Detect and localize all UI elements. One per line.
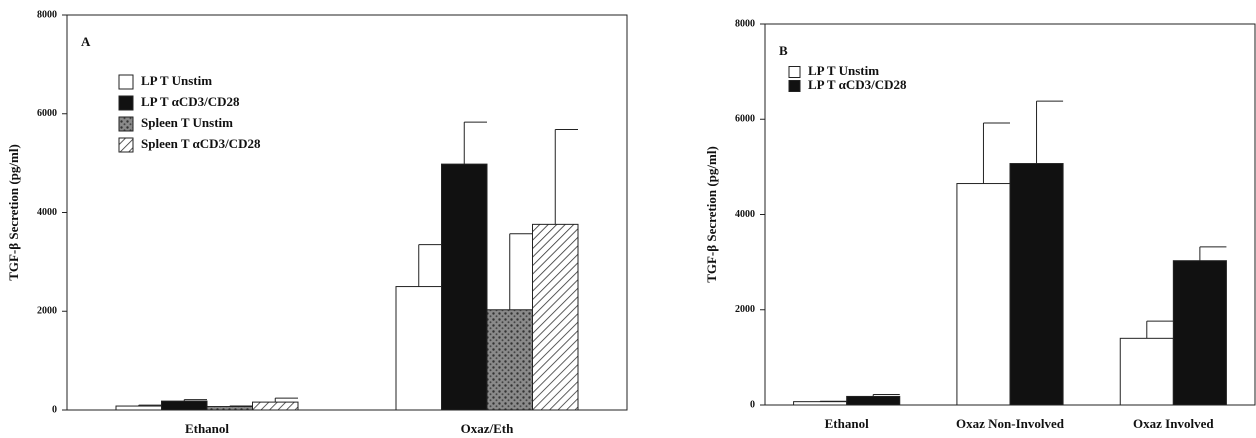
bar: [1009, 163, 1064, 406]
legend-swatch: [118, 95, 134, 111]
y-tick-label: 6000: [735, 114, 755, 125]
legend-swatch: [118, 137, 134, 153]
error-bar: [1036, 100, 1064, 164]
bar: [1172, 260, 1227, 406]
bar: [1119, 337, 1174, 406]
bar: [956, 183, 1011, 406]
x-tick-label: Oxaz Involved: [1133, 416, 1214, 431]
y-axis-label: TGF-β Secretion (pg/ml): [704, 146, 719, 283]
legend-label: LP T Unstim: [808, 63, 879, 78]
legend-label: LP T Unstim: [141, 73, 212, 88]
legend-swatch: [118, 74, 134, 90]
error-bar: [1199, 246, 1227, 261]
bar: [252, 401, 299, 411]
error-bar: [872, 394, 900, 397]
legend-swatch: [788, 66, 801, 78]
error-bar: [274, 397, 298, 403]
y-tick-label: 8000: [735, 18, 755, 29]
y-axis-label: TGF-β Secretion (pg/ml): [6, 144, 21, 281]
legend-label: LP T αCD3/CD28: [141, 94, 240, 109]
y-tick-label: 0: [52, 404, 57, 415]
error-bar: [183, 399, 207, 402]
error-bar: [982, 122, 1010, 184]
bar: [793, 401, 848, 406]
error-bar: [138, 404, 162, 407]
x-tick-label: Ethanol: [185, 421, 229, 436]
y-tick-label: 0: [750, 399, 755, 410]
bar: [395, 286, 442, 411]
y-tick-label: 2000: [37, 306, 57, 317]
legend-label: LP T αCD3/CD28: [808, 77, 907, 92]
error-bar: [554, 129, 578, 225]
error-bar: [418, 244, 442, 287]
y-tick-label: 4000: [37, 207, 57, 218]
legend-label: Spleen T Unstim: [141, 115, 233, 130]
x-tick-label: Ethanol: [825, 416, 869, 431]
legend-swatch: [118, 116, 134, 132]
error-bar: [509, 233, 533, 310]
legend-swatch: [788, 80, 801, 92]
bar: [846, 395, 901, 406]
bar: [161, 400, 208, 411]
y-tick-label: 8000: [37, 9, 57, 20]
bar: [532, 223, 579, 411]
error-bar: [1146, 320, 1174, 339]
error-bar: [463, 121, 487, 165]
y-tick-label: 2000: [735, 304, 755, 315]
legend-label: Spleen T αCD3/CD28: [141, 136, 261, 151]
panel-label: B: [779, 43, 788, 58]
y-tick-label: 6000: [37, 108, 57, 119]
x-tick-label: Oxaz Non-Involved: [956, 416, 1065, 431]
bar: [206, 406, 253, 411]
panel-label: A: [81, 34, 91, 49]
bar: [441, 163, 488, 411]
bar: [486, 309, 533, 411]
bar: [115, 405, 162, 411]
x-tick-label: Oxaz/Eth: [461, 421, 514, 436]
y-tick-label: 4000: [735, 209, 755, 220]
